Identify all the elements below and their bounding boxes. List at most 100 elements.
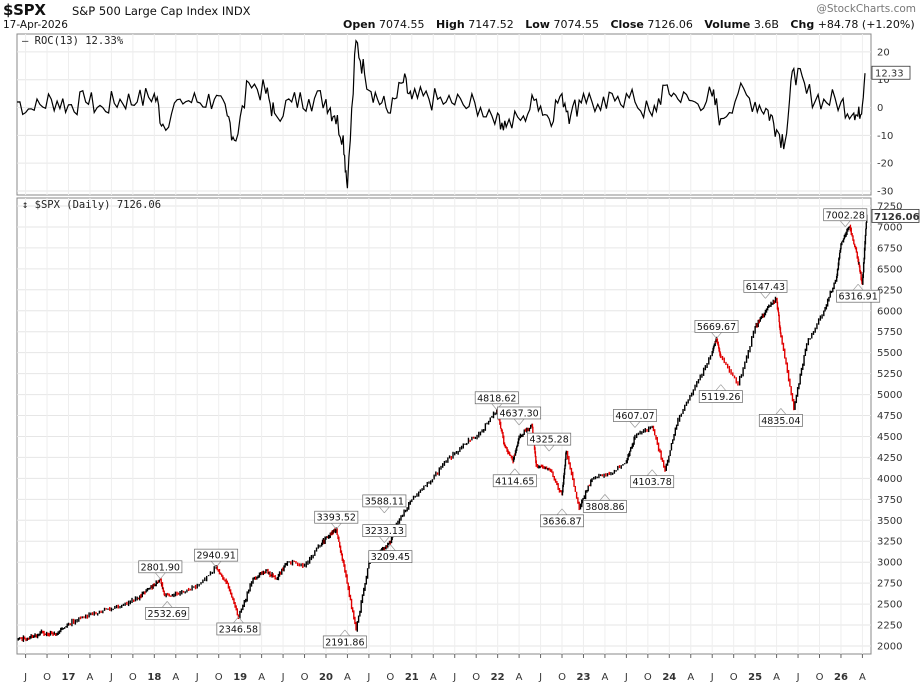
index-name: S&P 500 Large Cap Index: [72, 4, 219, 18]
price-tick-label: 2500: [877, 600, 902, 611]
annotation-leader: [852, 283, 859, 291]
close-value: 7126.06: [647, 18, 693, 31]
annotation-leader: [215, 560, 222, 568]
annotation-box: [138, 560, 183, 574]
annotation-label: 4637.30: [499, 408, 538, 419]
annotation-label: 2346.58: [219, 624, 258, 635]
annotation-leader: [561, 508, 568, 516]
annotation-box: [145, 607, 190, 620]
annotation-box: [694, 320, 739, 333]
annotation-leader: [765, 292, 771, 299]
annotation-leader: [857, 283, 864, 291]
chart-date: 17-Apr-2026: [3, 19, 68, 31]
volume-label: Volume: [704, 18, 751, 31]
annotation-leader: [344, 629, 351, 637]
x-tick-label: 25: [748, 672, 762, 683]
annotation-box: [613, 409, 657, 422]
chg-value: +84.78 (+1.20%): [817, 18, 915, 31]
price-tick-label: 6500: [877, 264, 902, 275]
low-label: Low: [525, 18, 550, 31]
x-tick-label: O: [215, 672, 223, 683]
annotation-leader: [634, 421, 641, 428]
annotation-label: 2801.90: [141, 562, 180, 573]
annotation-box: [758, 414, 803, 427]
roc-tick-label: 10: [877, 75, 890, 86]
annotation-label: 4103.78: [632, 477, 671, 488]
price-tick-label: 3750: [877, 495, 902, 506]
annotation-box: [582, 500, 627, 513]
x-tick-label: O: [816, 672, 824, 683]
x-tick-label: A: [430, 672, 437, 683]
x-tick-label: O: [43, 672, 51, 683]
annotation-box: [362, 494, 407, 508]
chart-header: $SPX S&P 500 Large Cap Index INDX 17-Apr…: [0, 0, 920, 32]
x-tick-label: O: [472, 672, 480, 683]
x-tick-label: J: [538, 672, 542, 683]
annotation-leader: [629, 421, 636, 428]
roc-series-line: [16, 39, 866, 189]
roc-tick-label: 0: [877, 103, 883, 114]
annotation-box: [216, 622, 261, 636]
annotation-box: [322, 635, 367, 649]
annotation-leader: [844, 220, 851, 227]
annotation-box: [836, 289, 881, 303]
roc-tick-label: -10: [877, 131, 893, 142]
annotation-leader: [839, 220, 846, 227]
annotation-leader: [385, 544, 391, 551]
annotation-leader: [238, 616, 244, 624]
x-tick-label: 17: [62, 672, 76, 683]
price-tick-label: 6250: [877, 285, 902, 296]
x-tick-label: A: [516, 672, 523, 683]
high-label: High: [436, 18, 465, 31]
annotation-leader: [384, 536, 390, 543]
annotation-leader: [716, 332, 722, 339]
x-tick-label: J: [109, 672, 113, 683]
x-tick-label: 20: [319, 672, 333, 683]
annotation-label: 4114.65: [495, 476, 534, 487]
x-tick-label: O: [386, 672, 394, 683]
price-last-value: 7126.06: [874, 212, 920, 223]
price-last-value-box: [871, 208, 920, 223]
annotation-leader: [780, 408, 787, 415]
annotation-leader: [711, 332, 717, 339]
annotation-leader: [384, 506, 390, 514]
annotation-leader: [548, 444, 555, 452]
x-tick-label: O: [558, 672, 566, 683]
annotation-leader: [760, 292, 766, 299]
x-tick-label: O: [301, 672, 309, 683]
low-value: 7074.55: [553, 18, 599, 31]
annotation-leader: [390, 544, 396, 551]
roc-panel-frame: [16, 33, 872, 196]
annotation-box: [823, 208, 868, 222]
price-tick-label: 5250: [877, 369, 902, 380]
annotation-leader: [336, 522, 342, 530]
ohlc-readout: Open 7074.55 High 7147.52 Low 7074.55 Cl…: [343, 18, 915, 31]
close-label: Close: [610, 18, 644, 31]
ticker-description: S&P 500 Large Cap Index INDX: [72, 4, 251, 18]
annotation-leader: [646, 469, 653, 476]
x-tick-label: J: [281, 672, 285, 683]
annotation-label: 2191.86: [325, 637, 364, 648]
open-label: Open: [343, 18, 376, 31]
annotation-label: 7002.28: [826, 210, 865, 221]
x-tick-label: A: [87, 672, 94, 683]
annotation-box: [540, 514, 584, 528]
annotation-leader: [233, 616, 239, 624]
annotation-label: 3636.87: [542, 516, 581, 527]
x-tick-label: J: [796, 672, 800, 683]
chg-label: Chg: [790, 18, 815, 31]
annotation-label: 3588.11: [365, 496, 404, 507]
ticker-symbol[interactable]: $SPX: [3, 1, 46, 19]
x-tick-label: J: [195, 672, 199, 683]
stockcharts-watermark: @StockCharts.com: [816, 3, 916, 15]
x-tick-label: J: [624, 672, 628, 683]
volume-value: 3.6B: [753, 18, 779, 31]
price-tick-label: 2000: [877, 642, 902, 653]
price-tick-label: 6000: [877, 306, 902, 317]
x-tick-label: J: [366, 672, 370, 683]
x-tick-label: O: [129, 672, 137, 683]
annotation-box: [698, 390, 743, 403]
annotation-box: [492, 474, 537, 488]
exchange-code: INDX: [221, 4, 251, 18]
annotation-label: 2940.91: [196, 551, 235, 562]
